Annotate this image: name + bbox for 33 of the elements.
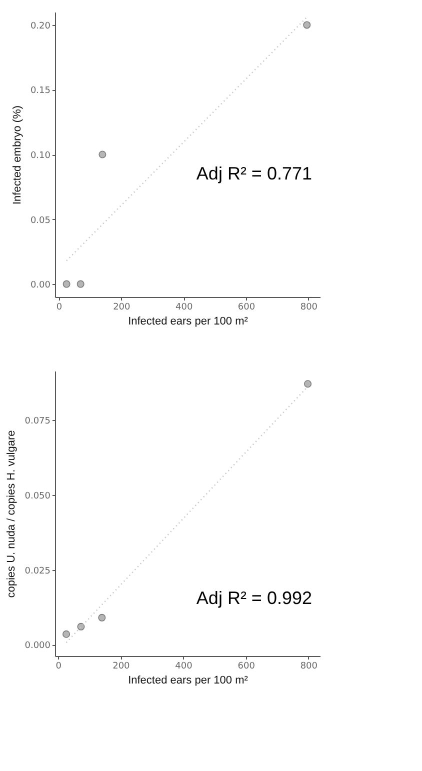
x-tick-label: 400: [175, 662, 193, 672]
point: [62, 630, 70, 638]
x-axis-title: Infected ears per 100 m²: [128, 674, 248, 686]
x-tick-label: 600: [238, 302, 256, 312]
x-tick-label: 0: [56, 302, 62, 312]
y-tick-label: 0.050: [24, 491, 51, 502]
point: [303, 21, 311, 29]
point: [77, 622, 85, 630]
y-tick-label: 0.000: [24, 641, 51, 652]
x-tick-label: 800: [300, 302, 318, 312]
y-tick-label: 0.20: [30, 21, 51, 32]
y-tick-label: 0.15: [30, 86, 50, 96]
x-tick-label: 200: [112, 662, 130, 672]
y-axis-title: Infected embryo (%): [11, 105, 24, 205]
x-axis-title: Infected ears per 100 m²: [128, 316, 248, 328]
x-tick-label: 200: [113, 302, 131, 312]
annotation: Adj R² = 0.771: [196, 163, 312, 184]
x-tick-label: 800: [300, 662, 318, 672]
y-axis-title: copies U. nuda / copies H. vulgare: [6, 430, 18, 598]
point: [62, 280, 70, 288]
x-tick-label: 400: [176, 302, 193, 312]
point: [76, 280, 84, 288]
y-tick-label: 0.05: [30, 216, 50, 226]
y-tick-label: 0.025: [24, 566, 50, 576]
point: [304, 380, 312, 388]
y-tick-label: 0.075: [24, 416, 50, 427]
y-tick-label: 0.10: [30, 151, 51, 161]
point: [98, 150, 106, 158]
annotation: Adj R² = 0.992: [196, 588, 312, 608]
x-tick-label: 0: [56, 662, 62, 672]
y-tick-label: 0.00: [30, 280, 51, 291]
x-tick-label: 600: [238, 662, 256, 672]
point: [98, 614, 106, 622]
